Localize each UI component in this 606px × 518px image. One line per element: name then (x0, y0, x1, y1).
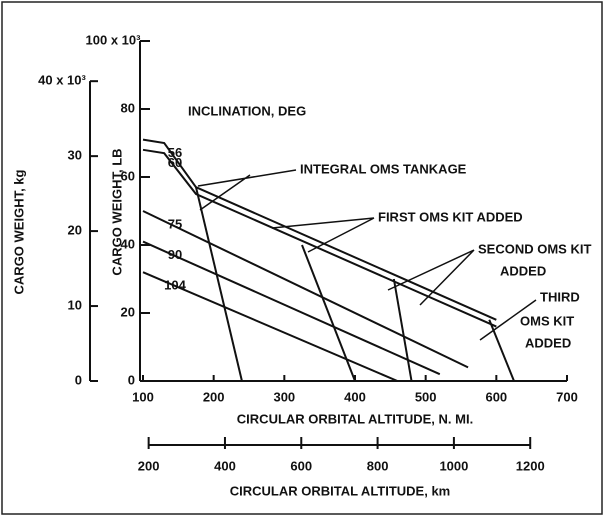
arrow (197, 169, 297, 211)
x2-tick-label: 600 (290, 458, 312, 473)
y-tick-label: 60 (121, 168, 135, 183)
y2-tick-label: 10 (68, 297, 82, 312)
annotation: ADDED (500, 263, 546, 278)
arrow (479, 299, 537, 341)
arrow (271, 217, 375, 253)
y2-tick-label: 40 x 10³ (38, 73, 86, 88)
legend-title: INCLINATION, DEG (188, 103, 306, 118)
boundary-line (301, 244, 356, 382)
y-tick-label: 0 (128, 372, 135, 387)
line (142, 138, 497, 321)
series-label: 56 (168, 145, 182, 160)
boundary-line (488, 319, 515, 382)
y-tick-label: 80 (121, 100, 135, 115)
x-tick-label: 700 (556, 389, 578, 404)
x2-tick-label: 1000 (439, 458, 468, 473)
annotation: ADDED (525, 335, 571, 350)
series-label: 60 (168, 155, 182, 170)
x-tick-label: 200 (203, 389, 225, 404)
boundary-line (195, 186, 243, 382)
series-label: 75 (168, 216, 182, 231)
series-label: 104 (164, 278, 186, 293)
x-tick-label: 100 (132, 389, 154, 404)
line (142, 240, 441, 376)
annotation: SECOND OMS KIT (478, 241, 591, 256)
x2-tick-label: 800 (367, 458, 389, 473)
x2-tick-label: 400 (214, 458, 236, 473)
annotation: THIRD (540, 289, 580, 304)
x2-axis-label: CIRCULAR ORBITAL ALTITUDE, km (230, 483, 451, 498)
annotation: INTEGRAL OMS TANKAGE (300, 161, 467, 176)
line (142, 271, 398, 382)
x2-tick-label: 200 (138, 458, 160, 473)
line (142, 148, 497, 328)
x-axis-label: CIRCULAR ORBITAL ALTITUDE, N. MI. (237, 411, 473, 426)
x-tick-label: 600 (485, 389, 507, 404)
y-tick-label: 20 (121, 304, 135, 319)
y2-axis-label: CARGO WEIGHT, kg (11, 169, 26, 294)
line (142, 210, 469, 369)
y2-tick-label: 20 (68, 223, 82, 238)
annotation: FIRST OMS KIT ADDED (378, 209, 523, 224)
x2-tick-label: 1200 (516, 458, 545, 473)
boundary-line (392, 278, 413, 382)
series-label: 90 (168, 247, 182, 262)
y-tick-label: 40 (121, 236, 135, 251)
x-tick-label: 300 (273, 389, 295, 404)
y2-tick-label: 30 (68, 148, 82, 163)
y2-tick-label: 0 (75, 372, 82, 387)
y-tick-label: 100 x 10³ (86, 32, 142, 47)
annotation: OMS KIT (520, 313, 574, 328)
x-tick-label: 400 (344, 389, 366, 404)
y-axis-label: CARGO WEIGHT, LB (109, 148, 124, 275)
x-tick-label: 500 (415, 389, 437, 404)
